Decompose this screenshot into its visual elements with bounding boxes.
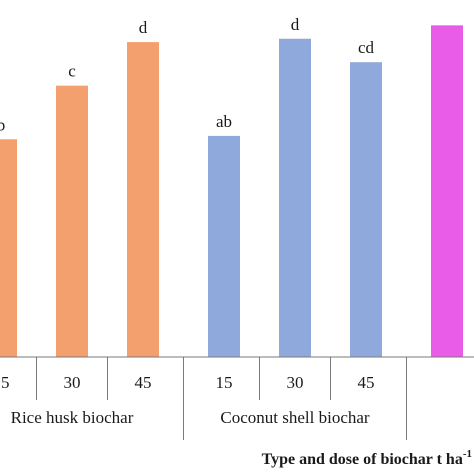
bar [279,38,311,357]
significance-letter: ab [216,112,232,131]
group-label: Coconut shell biochar [220,408,370,427]
significance-letter: b [0,115,5,134]
bar [431,25,463,357]
significance-letter: d [291,15,300,34]
x-axis-title-text: Type and dose of biochar t ha [262,451,463,468]
significance-letter: cd [358,38,375,57]
bar [127,42,159,357]
x-tick-label: 30 [287,373,304,392]
x-tick-label: 45 [135,373,152,392]
significance-letter: c [68,62,76,81]
x-tick-label: 15 [0,373,10,392]
x-tick-label: 45 [358,373,375,392]
bar [208,135,240,357]
labels-layer: b15c30d45ab15d30cd45Rice husk biocharCoc… [0,15,375,427]
significance-letter: d [139,18,148,37]
x-axis-title-superscript: -1 [463,448,472,460]
bars-layer [0,25,463,358]
x-tick-label: 15 [216,373,233,392]
x-axis-title: Type and dose of biochar t ha-1 [262,448,472,468]
x-tick-label: 30 [64,373,81,392]
bar [0,139,17,357]
group-label: Rice husk biochar [11,408,134,427]
bar [56,85,88,358]
bar [350,62,382,357]
x-axis [0,356,474,440]
